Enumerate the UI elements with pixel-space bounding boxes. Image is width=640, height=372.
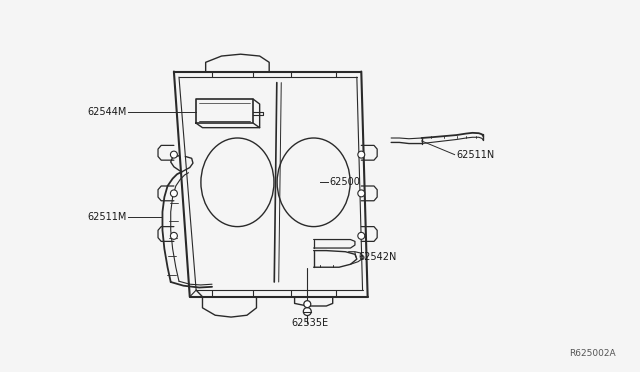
Circle shape xyxy=(358,232,365,239)
Text: 62544M: 62544M xyxy=(87,107,126,117)
Text: 62500: 62500 xyxy=(330,177,360,187)
Circle shape xyxy=(358,151,365,158)
Text: 62511M: 62511M xyxy=(87,212,126,222)
Circle shape xyxy=(170,232,177,239)
Circle shape xyxy=(304,301,311,308)
Text: 62511N: 62511N xyxy=(456,150,495,160)
Circle shape xyxy=(358,190,365,197)
Text: 62542N: 62542N xyxy=(358,252,397,262)
Circle shape xyxy=(170,151,177,158)
Circle shape xyxy=(170,190,177,197)
Circle shape xyxy=(303,308,311,315)
Text: 62535E: 62535E xyxy=(291,318,328,328)
Text: R625002A: R625002A xyxy=(569,349,616,358)
